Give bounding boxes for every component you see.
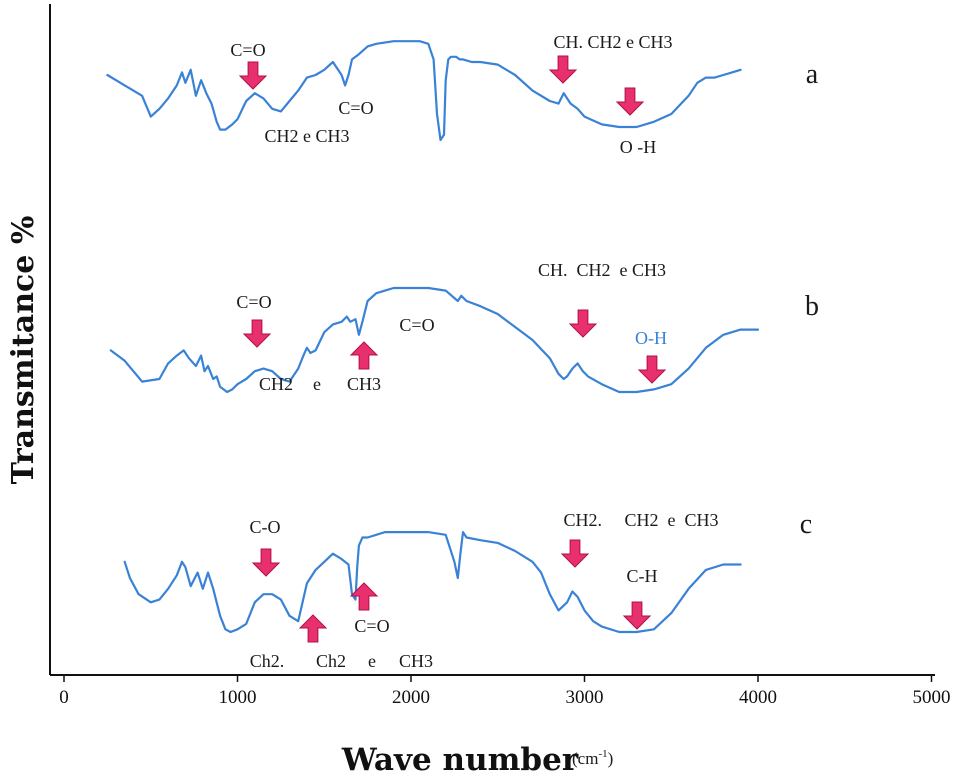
- b-arrow-oh-icon: [637, 355, 667, 384]
- x-tick-label: 4000: [739, 687, 777, 708]
- a-label-ch2-ch3: CH2 e CH3: [264, 126, 349, 146]
- panel-label-a: a: [806, 59, 819, 90]
- c-label-ch2b: Ch2: [316, 651, 346, 671]
- a-label-ch-group: CH. CH2 e CH3: [553, 32, 672, 52]
- x-tick-label: 2000: [392, 687, 430, 708]
- b-label-co-mid: C=O: [399, 315, 434, 335]
- x-tick-label: 1000: [219, 687, 257, 708]
- a-arrow-oh-icon: [615, 87, 645, 116]
- spectrum-line-b: [109, 286, 760, 394]
- arrows: [238, 55, 667, 643]
- b-label-oh: O-H: [635, 328, 667, 348]
- c-arrow-co-icon: [251, 548, 281, 577]
- c-label-co-top: C-O: [250, 517, 281, 537]
- c-arrow-ch-icon: [560, 539, 590, 568]
- x-tick-label: 0: [59, 687, 69, 708]
- b-label-ch3: CH3: [347, 374, 381, 394]
- b-arrow-co-icon: [242, 319, 272, 348]
- a-label-oh: O -H: [620, 137, 657, 157]
- c-label-ch2a: Ch2.: [250, 651, 285, 671]
- spectra: [106, 40, 760, 634]
- c-arrow-ch-h-icon: [622, 601, 652, 630]
- a-label-co-top: C=O: [230, 40, 265, 60]
- c-label-ch: C-H: [627, 566, 658, 586]
- x-tick-label: 3000: [566, 687, 604, 708]
- b-arrow-co2-icon: [349, 341, 379, 370]
- b-label-e: e: [313, 374, 321, 394]
- x-axis-unit: (cm-1): [572, 748, 613, 768]
- c-label-co-mid: C=O: [354, 616, 389, 636]
- c-label-ch-group: CH2. CH2 e CH3: [563, 510, 718, 530]
- b-label-ch2: CH2: [259, 374, 293, 394]
- spectrum-line-a: [106, 40, 742, 142]
- x-tick-label: 5000: [913, 687, 951, 708]
- b-arrow-ch-icon: [568, 309, 598, 338]
- spectrum-line-c: [123, 530, 742, 634]
- panel-label-c: c: [800, 509, 812, 540]
- x-ticks: 0 1000 2000 3000 4000 5000: [59, 675, 951, 708]
- y-axis-title: Transmitance %: [6, 216, 41, 485]
- b-label-co-top: C=O: [236, 292, 271, 312]
- panel-label-b: b: [805, 291, 819, 322]
- a-arrow-ch-icon: [548, 55, 578, 84]
- c-label-e: e: [368, 651, 376, 671]
- c-arrow-co2-icon: [349, 582, 379, 611]
- x-axis-title: Wave number: [341, 742, 579, 778]
- c-arrow-ch2-icon: [298, 614, 328, 643]
- c-label-ch3: CH3: [399, 651, 433, 671]
- a-label-co-mid: C=O: [338, 98, 373, 118]
- a-arrow-co-icon: [238, 61, 268, 90]
- b-label-ch-group: CH. CH2 e CH3: [538, 260, 666, 280]
